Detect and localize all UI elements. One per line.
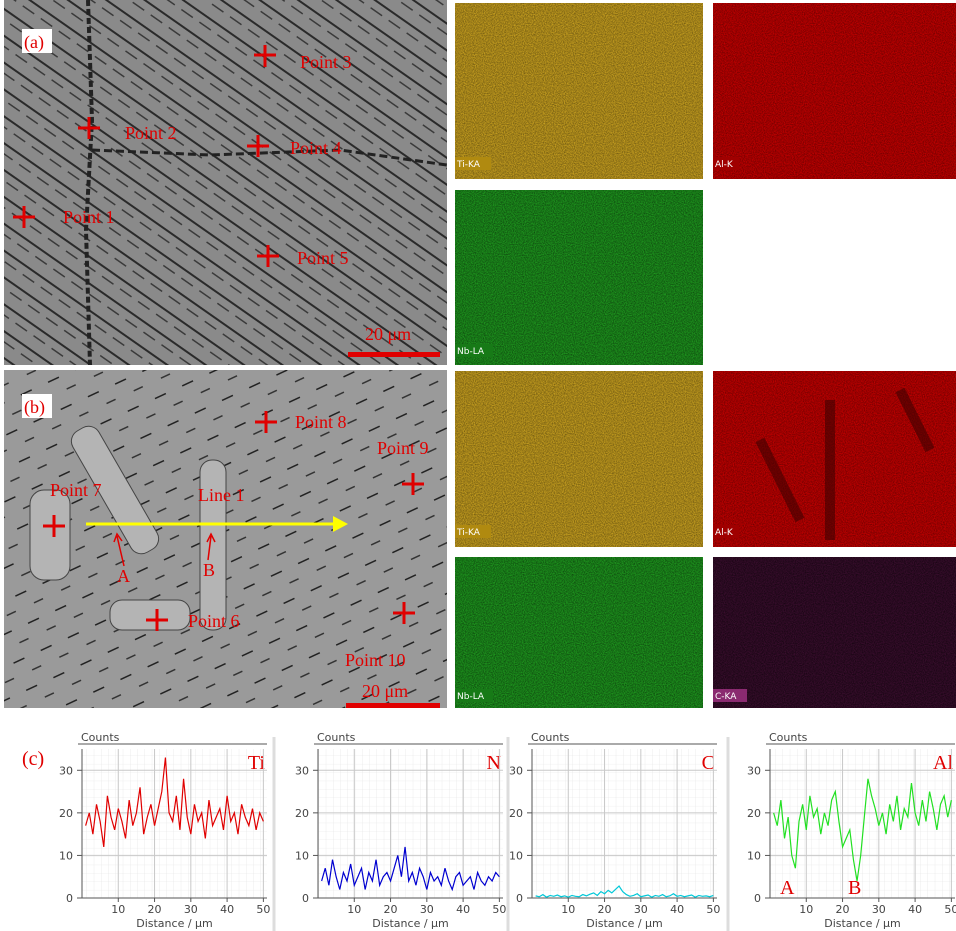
x-axis-label: Distance / μm <box>824 917 901 930</box>
micrograph-b: (b) Point 6 Point 7 Point 8 Point 9 Poin… <box>4 370 447 708</box>
x-tick-label: 30 <box>184 903 198 916</box>
x-tick-label: 50 <box>944 903 956 916</box>
annotation: B <box>848 877 861 899</box>
point-label: Point 6 <box>188 611 240 631</box>
plot-area <box>532 749 717 898</box>
x-tick-label: 30 <box>420 903 434 916</box>
x-tick-label: 40 <box>220 903 234 916</box>
y-tick-label: 0 <box>66 892 73 905</box>
map-label: Nb-LA <box>457 347 485 357</box>
point-label: Point 5 <box>297 248 349 268</box>
scale-bar-label: 20 μm <box>362 681 408 701</box>
x-tick-label: 40 <box>908 903 922 916</box>
x-axis-label: Distance / μm <box>136 917 213 930</box>
y-tick-label: 10 <box>295 849 309 862</box>
x-tick-label: 10 <box>347 903 361 916</box>
annotation: A <box>780 877 795 899</box>
point-label: Point 4 <box>290 138 342 158</box>
y-tick-label: 30 <box>509 764 523 777</box>
x-tick-label: 10 <box>111 903 125 916</box>
panel-label: (a) <box>24 32 44 53</box>
x-tick-label: 50 <box>706 903 720 916</box>
x-tick-label: 20 <box>836 903 850 916</box>
y-tick-label: 10 <box>509 849 523 862</box>
x-tick-label: 30 <box>872 903 886 916</box>
point-label: Point 8 <box>295 412 347 432</box>
x-tick-label: 20 <box>148 903 162 916</box>
x-tick-label: 30 <box>634 903 648 916</box>
point-label: Point 2 <box>125 123 177 143</box>
y-axis-label: Counts <box>531 731 570 744</box>
y-tick-label: 10 <box>747 849 761 862</box>
y-tick-label: 30 <box>295 764 309 777</box>
map-label: Ti-KA <box>456 160 481 170</box>
y-axis-label: Counts <box>769 731 808 744</box>
point-label: Point 10 <box>345 650 406 670</box>
y-tick-label: 30 <box>59 764 73 777</box>
scale-bar-label: 20 μm <box>365 324 411 344</box>
y-tick-label: 10 <box>59 849 73 862</box>
point-label: Point 7 <box>50 480 102 500</box>
micrograph-a: (a) Point 1 Point 2 Point 3 Point 4 Poin… <box>4 0 447 365</box>
marker-label: A <box>117 566 130 586</box>
figure: (a) Point 1 Point 2 Point 3 Point 4 Poin… <box>0 0 956 931</box>
x-tick-label: 10 <box>561 903 575 916</box>
x-tick-label: 40 <box>670 903 684 916</box>
y-tick-label: 0 <box>754 892 761 905</box>
x-tick-label: 40 <box>456 903 470 916</box>
eds-maps-a: Ti-KA Al-K Nb-LA <box>455 3 956 365</box>
plot-area <box>770 749 955 898</box>
x-axis-label: Distance / μm <box>372 917 449 930</box>
map-label: C-KA <box>715 692 737 702</box>
y-tick-label: 20 <box>509 807 523 820</box>
map-label: Al-K <box>715 160 734 170</box>
point-label: Point 1 <box>63 207 115 227</box>
marker-label: B <box>203 560 215 580</box>
y-tick-label: 0 <box>302 892 309 905</box>
y-tick-label: 0 <box>516 892 523 905</box>
map-label: Nb-LA <box>457 692 485 702</box>
y-tick-label: 20 <box>747 807 761 820</box>
map-label: Al-K <box>715 528 734 538</box>
y-axis-label: Counts <box>81 731 120 744</box>
panel-label: (b) <box>24 397 45 418</box>
x-tick-label: 10 <box>799 903 813 916</box>
panel-label: (c) <box>22 748 44 770</box>
eds-maps-b: Ti-KA Al-K Nb-LA C-KA <box>455 371 956 708</box>
x-axis-label: Distance / μm <box>586 917 663 930</box>
y-axis-label: Counts <box>317 731 356 744</box>
map-label: Ti-KA <box>456 528 481 538</box>
y-tick-label: 20 <box>295 807 309 820</box>
x-tick-label: 20 <box>598 903 612 916</box>
point-label: Point 3 <box>300 52 352 72</box>
y-tick-label: 20 <box>59 807 73 820</box>
x-tick-label: 50 <box>256 903 270 916</box>
point-label: Point 9 <box>377 438 429 458</box>
x-tick-label: 20 <box>384 903 398 916</box>
x-tick-label: 50 <box>492 903 506 916</box>
y-tick-label: 30 <box>747 764 761 777</box>
line-label: Line 1 <box>198 485 245 505</box>
